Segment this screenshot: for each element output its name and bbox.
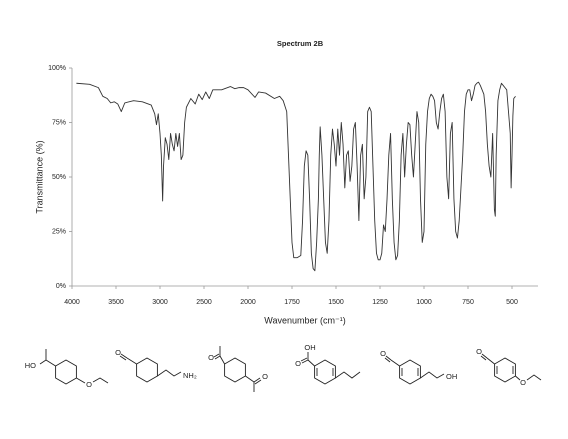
bond <box>213 353 220 358</box>
bond <box>45 349 56 367</box>
molecule: OH O <box>295 343 361 385</box>
bond <box>420 371 445 379</box>
molecule: O O <box>476 347 542 387</box>
x-axis-label: Wavenumber (cm⁻¹) <box>264 315 345 325</box>
atom-label: O <box>115 348 121 357</box>
bond <box>384 357 391 363</box>
bond <box>119 355 127 361</box>
bond <box>157 369 182 377</box>
atom-label: NH₂ <box>183 371 197 380</box>
y-tick-label: 75% <box>52 119 66 126</box>
molecule: O OH <box>380 349 457 385</box>
y-tick-label: 0% <box>56 283 66 290</box>
bond <box>526 374 542 381</box>
atom-label: O <box>86 380 92 389</box>
bond <box>126 357 137 365</box>
x-tick-label: 750 <box>462 299 474 306</box>
ring <box>399 359 421 385</box>
x-tick-label: 1000 <box>416 299 432 306</box>
ring <box>314 359 336 385</box>
atom-label: O <box>208 353 214 362</box>
bond <box>390 359 400 367</box>
spectrum-line <box>76 81 516 272</box>
bond <box>92 377 109 384</box>
bond <box>335 371 361 379</box>
atom-label: O <box>476 347 482 356</box>
ring <box>55 359 77 385</box>
x-tick-label: 3000 <box>152 299 168 306</box>
bond <box>307 359 315 367</box>
bond <box>76 377 86 384</box>
atom-label: OH <box>446 372 457 381</box>
ring <box>224 357 246 383</box>
x-tick-label: 2000 <box>240 299 256 306</box>
bond <box>480 355 487 361</box>
molecule: HO O <box>25 349 109 389</box>
x-tick-label: 3500 <box>108 299 124 306</box>
atom-label: O <box>262 372 268 381</box>
y-tick-label: 100% <box>48 65 66 72</box>
bond <box>214 355 221 360</box>
ring <box>136 357 158 383</box>
bond <box>245 375 255 383</box>
x-tick-label: 4000 <box>64 299 80 306</box>
ring <box>494 357 516 383</box>
x-tick-label: 500 <box>506 299 518 306</box>
atom-label: O <box>520 378 526 387</box>
bond <box>486 357 495 365</box>
x-tick-label: 1250 <box>372 299 388 306</box>
atom-label: O <box>380 349 386 358</box>
bond <box>120 353 128 359</box>
y-axis-label: Transmittance (%) <box>34 140 44 213</box>
bond <box>301 359 309 364</box>
bond <box>385 355 392 361</box>
bond <box>219 355 225 365</box>
y-tick-label: 50% <box>52 174 66 181</box>
atom-label: OH <box>304 343 315 352</box>
x-tick-label: 1750 <box>284 299 300 306</box>
x-tick-label: 2500 <box>196 299 212 306</box>
bond <box>254 379 262 385</box>
molecule: O NH₂ <box>115 348 197 383</box>
y-tick-label: 25% <box>52 228 66 235</box>
bond <box>39 359 47 365</box>
molecule: O O <box>208 346 268 392</box>
atom-label: O <box>295 359 301 368</box>
chart-title: Spectrum 2B <box>277 39 324 48</box>
bond <box>515 375 521 381</box>
bond <box>481 353 488 359</box>
bond <box>300 357 308 362</box>
bond <box>253 377 261 383</box>
x-tick-label: 1500 <box>328 299 344 306</box>
atom-label: HO <box>25 361 36 370</box>
